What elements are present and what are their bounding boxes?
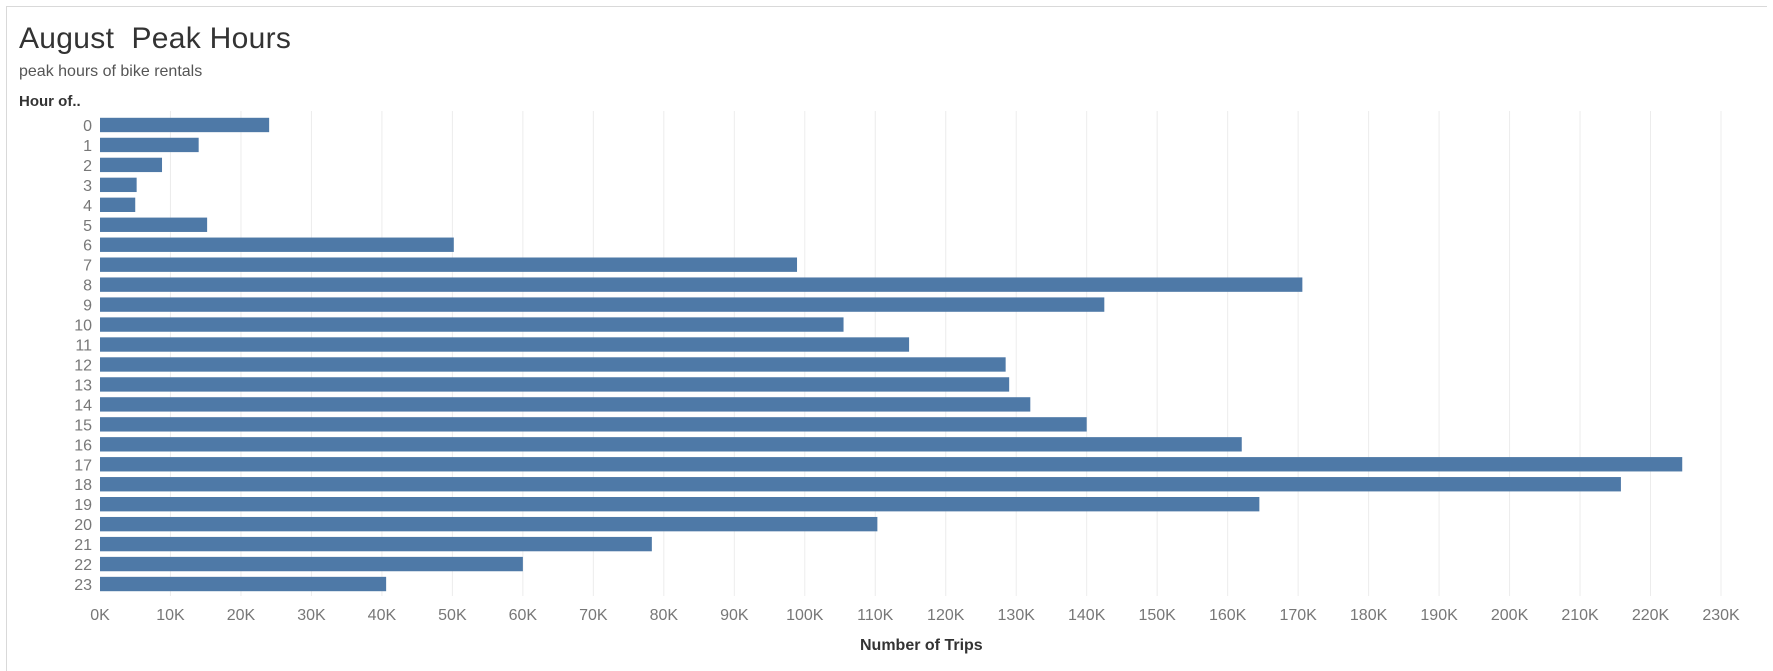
y-tick-label: 10	[74, 318, 92, 335]
bar-hour-21	[100, 536, 652, 552]
bar-hour-17	[100, 457, 1683, 472]
x-tick-label: 190K	[1420, 607, 1458, 624]
x-tick-label: 30K	[297, 607, 326, 624]
bar-hour-7	[100, 257, 798, 272]
y-tick-label: 8	[83, 278, 92, 295]
bar-hour-22	[100, 556, 523, 572]
x-tick-label: 80K	[650, 607, 679, 624]
bar-hour-12	[100, 357, 1006, 372]
x-axis-title: Number of Trips	[860, 637, 983, 654]
bar-hour-19	[100, 497, 1260, 512]
bar-hour-8	[100, 277, 1303, 292]
y-tick-label: 12	[74, 357, 92, 374]
y-tick-label: 23	[74, 577, 92, 594]
bar-hour-4	[100, 197, 136, 212]
bar-hour-20	[100, 516, 878, 532]
x-gridlines	[169, 111, 1722, 596]
x-tick-label: 170K	[1279, 607, 1317, 624]
x-tick-label: 130K	[998, 607, 1036, 624]
bar-hour-11	[100, 337, 910, 352]
y-tick-label: 11	[75, 338, 92, 355]
y-tick-label: 6	[83, 238, 92, 255]
y-tick-label: 1	[83, 138, 92, 155]
y-tick-label: 13	[74, 377, 92, 394]
x-tick-label: 70K	[579, 607, 608, 624]
x-tick-label: 90K	[720, 607, 749, 624]
x-tick-label: 220K	[1632, 607, 1670, 624]
y-tick-label: 4	[83, 198, 92, 215]
y-tick-label: 14	[74, 397, 92, 414]
bar-hour-15	[100, 417, 1087, 432]
bar-hour-13	[100, 377, 1010, 392]
bar-hour-18	[100, 477, 1621, 492]
y-tick-label: 21	[74, 537, 92, 554]
bar-hour-0	[100, 117, 270, 133]
bar-hour-5	[100, 217, 208, 232]
chart-title: August Peak Hours	[19, 22, 292, 55]
y-tick-label: 22	[74, 557, 92, 574]
x-tick-label: 110K	[857, 607, 894, 624]
bar-hour-3	[100, 177, 137, 193]
x-tick-label: 160K	[1209, 607, 1247, 624]
bar-hour-1	[100, 137, 199, 153]
y-tick-label: 3	[83, 178, 92, 195]
x-tick-label: 210K	[1561, 607, 1599, 624]
x-tick-label: 140K	[1068, 607, 1106, 624]
y-tick-label: 16	[74, 437, 92, 454]
x-tick-label: 100K	[786, 607, 824, 624]
y-tick-label: 5	[83, 218, 92, 235]
bar-hour-16	[100, 437, 1242, 452]
x-tick-label: 60K	[509, 607, 538, 624]
y-tick-label: 19	[74, 497, 92, 514]
y-tick-label: 7	[83, 258, 92, 275]
bars	[100, 117, 1683, 592]
x-tick-label: 150K	[1138, 607, 1176, 624]
x-tick-label: 20K	[227, 607, 256, 624]
bar-hour-14	[100, 397, 1031, 412]
x-tick-label: 230K	[1702, 607, 1740, 624]
chart-subtitle: peak hours of bike rentals	[19, 63, 203, 80]
bar-hour-10	[100, 317, 844, 332]
y-tick-label: 18	[74, 477, 92, 494]
bar-hour-6	[100, 237, 454, 252]
y-tick-label: 2	[83, 158, 92, 175]
x-tick-label: 200K	[1491, 607, 1529, 624]
x-tick-label: 180K	[1350, 607, 1388, 624]
y-tick-label: 9	[83, 298, 92, 315]
x-tick-label: 40K	[368, 607, 397, 624]
bar-hour-2	[100, 157, 163, 173]
bar-hour-9	[100, 297, 1105, 312]
x-tick-labels: 0K 10K 20K 30K 40K 50K 60K 70K 80K 90K 100K 110K 120…	[90, 607, 1740, 624]
x-tick-label: 50K	[438, 607, 467, 624]
y-tick-label: 20	[74, 517, 92, 534]
bar-hour-23	[100, 576, 387, 592]
x-tick-label: 120K	[927, 607, 965, 624]
y-tick-label: 0	[83, 118, 92, 135]
x-tick-label: 10K	[156, 607, 185, 624]
x-tick-label: 0K	[90, 607, 110, 624]
y-axis-header: Hour of..	[19, 93, 81, 110]
y-tick-label: 15	[74, 417, 92, 434]
y-tick-label: 17	[74, 457, 92, 474]
